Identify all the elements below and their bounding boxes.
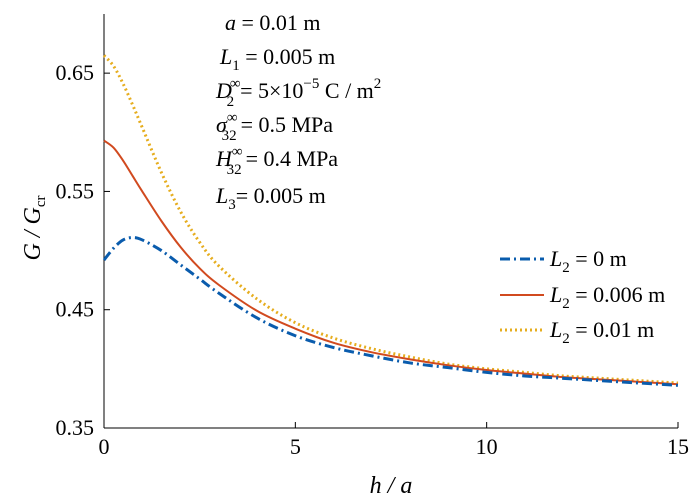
x-tick-label: 0 (99, 434, 110, 459)
legend-label-l2-0: L2 = 0 m (549, 246, 627, 276)
y-axis-title-text: G / G (20, 207, 46, 260)
annotation-D: D∞ 2 = 5×10−5 C / m2 (215, 76, 381, 110)
x-tick-label: 15 (667, 434, 689, 459)
annotation-sigma: σ∞ 32 = 0.5 MPa (216, 110, 333, 144)
x-axis-title: h / a (370, 473, 413, 499)
y-tick-label: 0.55 (56, 178, 95, 203)
y-tick-label: 0.45 (56, 297, 95, 322)
legend-label-l2-001: L2 = 0.01 m (549, 317, 654, 347)
x-tick-label: 10 (476, 434, 498, 459)
parameter-annotations: a = 0.01 m L1 = 0.005 m D∞ 2 = 5×10−5 C / … (215, 10, 381, 213)
annotation-L3: L3= 0.005 m (215, 183, 326, 213)
y-axis-subscript: cr (33, 195, 49, 207)
y-tick-label: 0.35 (56, 415, 95, 440)
annotation-a: a = 0.01 m (225, 10, 321, 35)
x-tick-label: 5 (290, 434, 301, 459)
y-tick-label: 0.65 (56, 60, 95, 85)
series-lines (102, 54, 679, 387)
y-axis-title: G / Gcr (20, 195, 49, 260)
series-line-2 (102, 54, 679, 385)
annotation-H: H∞ 32 = 0.4 MPa (215, 144, 338, 178)
plot-area: 0.35 0.45 0.55 0.65 0 5 10 15 (56, 14, 689, 459)
legend-label-l2-0006: L2 = 0.006 m (549, 282, 665, 312)
annotation-L1: L1 = 0.005 m (219, 44, 335, 74)
series-line-0 (102, 236, 679, 387)
legend: L2 = 0 m L2 = 0.006 m L2 = 0.01 m (500, 246, 665, 347)
